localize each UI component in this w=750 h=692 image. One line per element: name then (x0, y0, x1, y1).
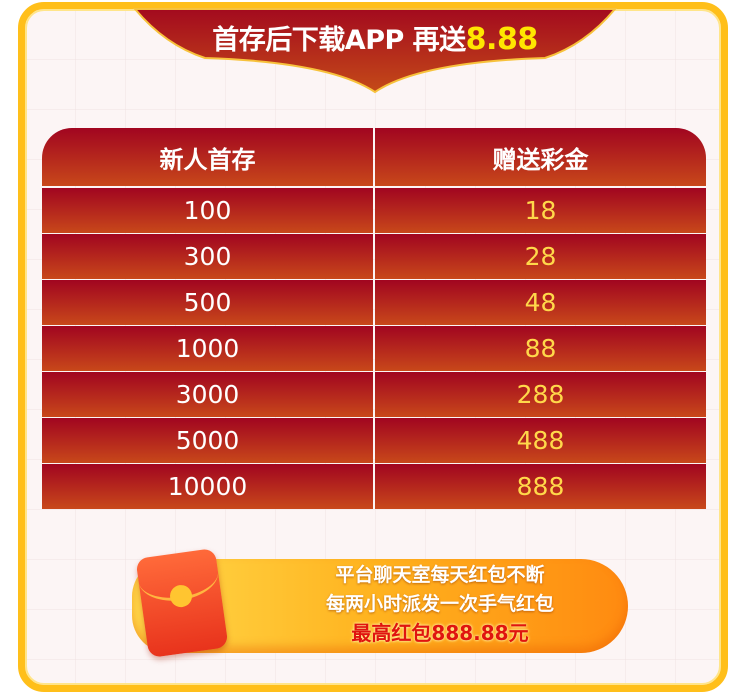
deposit-cell: 5000 (42, 418, 373, 463)
promo-line-1: 平台聊天室每天红包不断 (335, 564, 545, 586)
bonus-cell: 88 (375, 326, 706, 371)
bonus-cell: 28 (375, 234, 706, 279)
column-header-deposit: 新人首存 (42, 128, 373, 186)
bonus-cell: 288 (375, 372, 706, 417)
table-header: 新人首存 赠送彩金 (42, 128, 706, 186)
deposit-cell: 1000 (42, 326, 373, 371)
chatroom-promo-banner[interactable]: 平台聊天室每天红包不断 每两小时派发一次手气红包 最高红包888.88元 (120, 547, 628, 659)
promo-line-3: 最高红包888.88元 (351, 621, 529, 645)
deposit-cell: 300 (42, 234, 373, 279)
table-row: 5000 488 (42, 418, 706, 463)
title-amount: 8.88 (465, 22, 539, 57)
bonus-cell: 488 (375, 418, 706, 463)
title-text: 首存后下载APP 再送 (212, 25, 466, 56)
table-row: 3000 288 (42, 372, 706, 417)
red-envelope-icon (135, 547, 229, 659)
deposit-cell: 3000 (42, 372, 373, 417)
table-row: 300 28 (42, 234, 706, 279)
column-header-bonus: 赠送彩金 (375, 128, 706, 186)
table-row: 1000 88 (42, 326, 706, 371)
promo-line-2: 每两小时派发一次手气红包 (325, 593, 554, 615)
bonus-cell: 48 (375, 280, 706, 325)
deposit-cell: 500 (42, 280, 373, 325)
title-banner (132, 8, 618, 94)
banner-title: 首存后下载APP 再送8.88 (0, 18, 750, 57)
table-row: 500 48 (42, 280, 706, 325)
table-row: 100 18 (42, 188, 706, 233)
bonus-cell: 888 (375, 464, 706, 509)
bonus-cell: 18 (375, 188, 706, 233)
deposit-cell: 10000 (42, 464, 373, 509)
deposit-cell: 100 (42, 188, 373, 233)
bonus-table: 新人首存 赠送彩金 100 18 300 28 500 48 1000 88 3000 288 50… (42, 128, 706, 510)
table-row: 10000 888 (42, 464, 706, 509)
